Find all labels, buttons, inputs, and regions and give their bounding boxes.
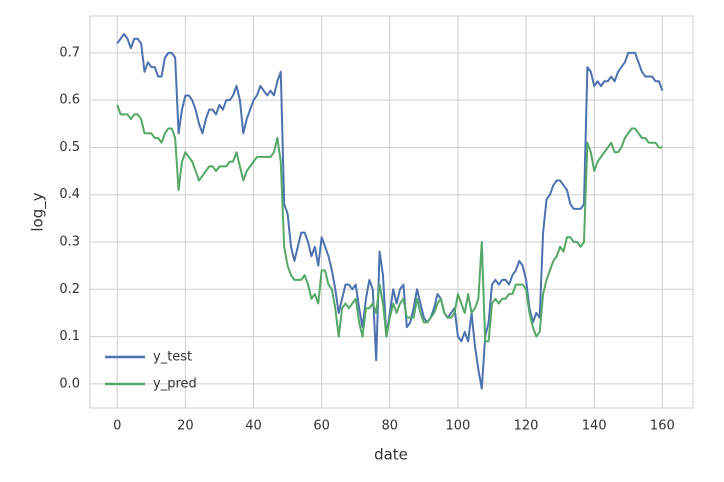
series-line (116, 104, 663, 343)
y-tick-label: 0.3 (59, 235, 80, 250)
y-tick-label: 0.2 (59, 282, 80, 297)
x-tick-label: 80 (382, 419, 399, 434)
y-tick-label: 0.4 (59, 187, 80, 202)
x-tick-label: 140 (582, 419, 607, 434)
series-line (116, 32, 664, 390)
x-tick-label: 60 (313, 419, 330, 434)
x-axis-label: date (374, 446, 408, 464)
y-tick-label: 0.5 (59, 140, 80, 155)
x-tick-label: 120 (514, 419, 539, 434)
y-tick-label: 0.1 (59, 329, 80, 344)
y-axis-label: log_y (29, 192, 48, 231)
y-tick-label: 0.7 (59, 45, 80, 60)
y-tick-label: 0.0 (59, 376, 80, 391)
legend-label: y_pred (153, 377, 197, 392)
legend-label: y_test (153, 350, 192, 365)
x-tick-label: 20 (177, 419, 194, 434)
y-tick-label: 0.6 (59, 93, 80, 108)
x-tick-label: 0 (113, 419, 121, 434)
x-tick-label: 100 (446, 419, 471, 434)
x-tick-label: 40 (245, 419, 262, 434)
x-tick-label: 160 (650, 419, 675, 434)
